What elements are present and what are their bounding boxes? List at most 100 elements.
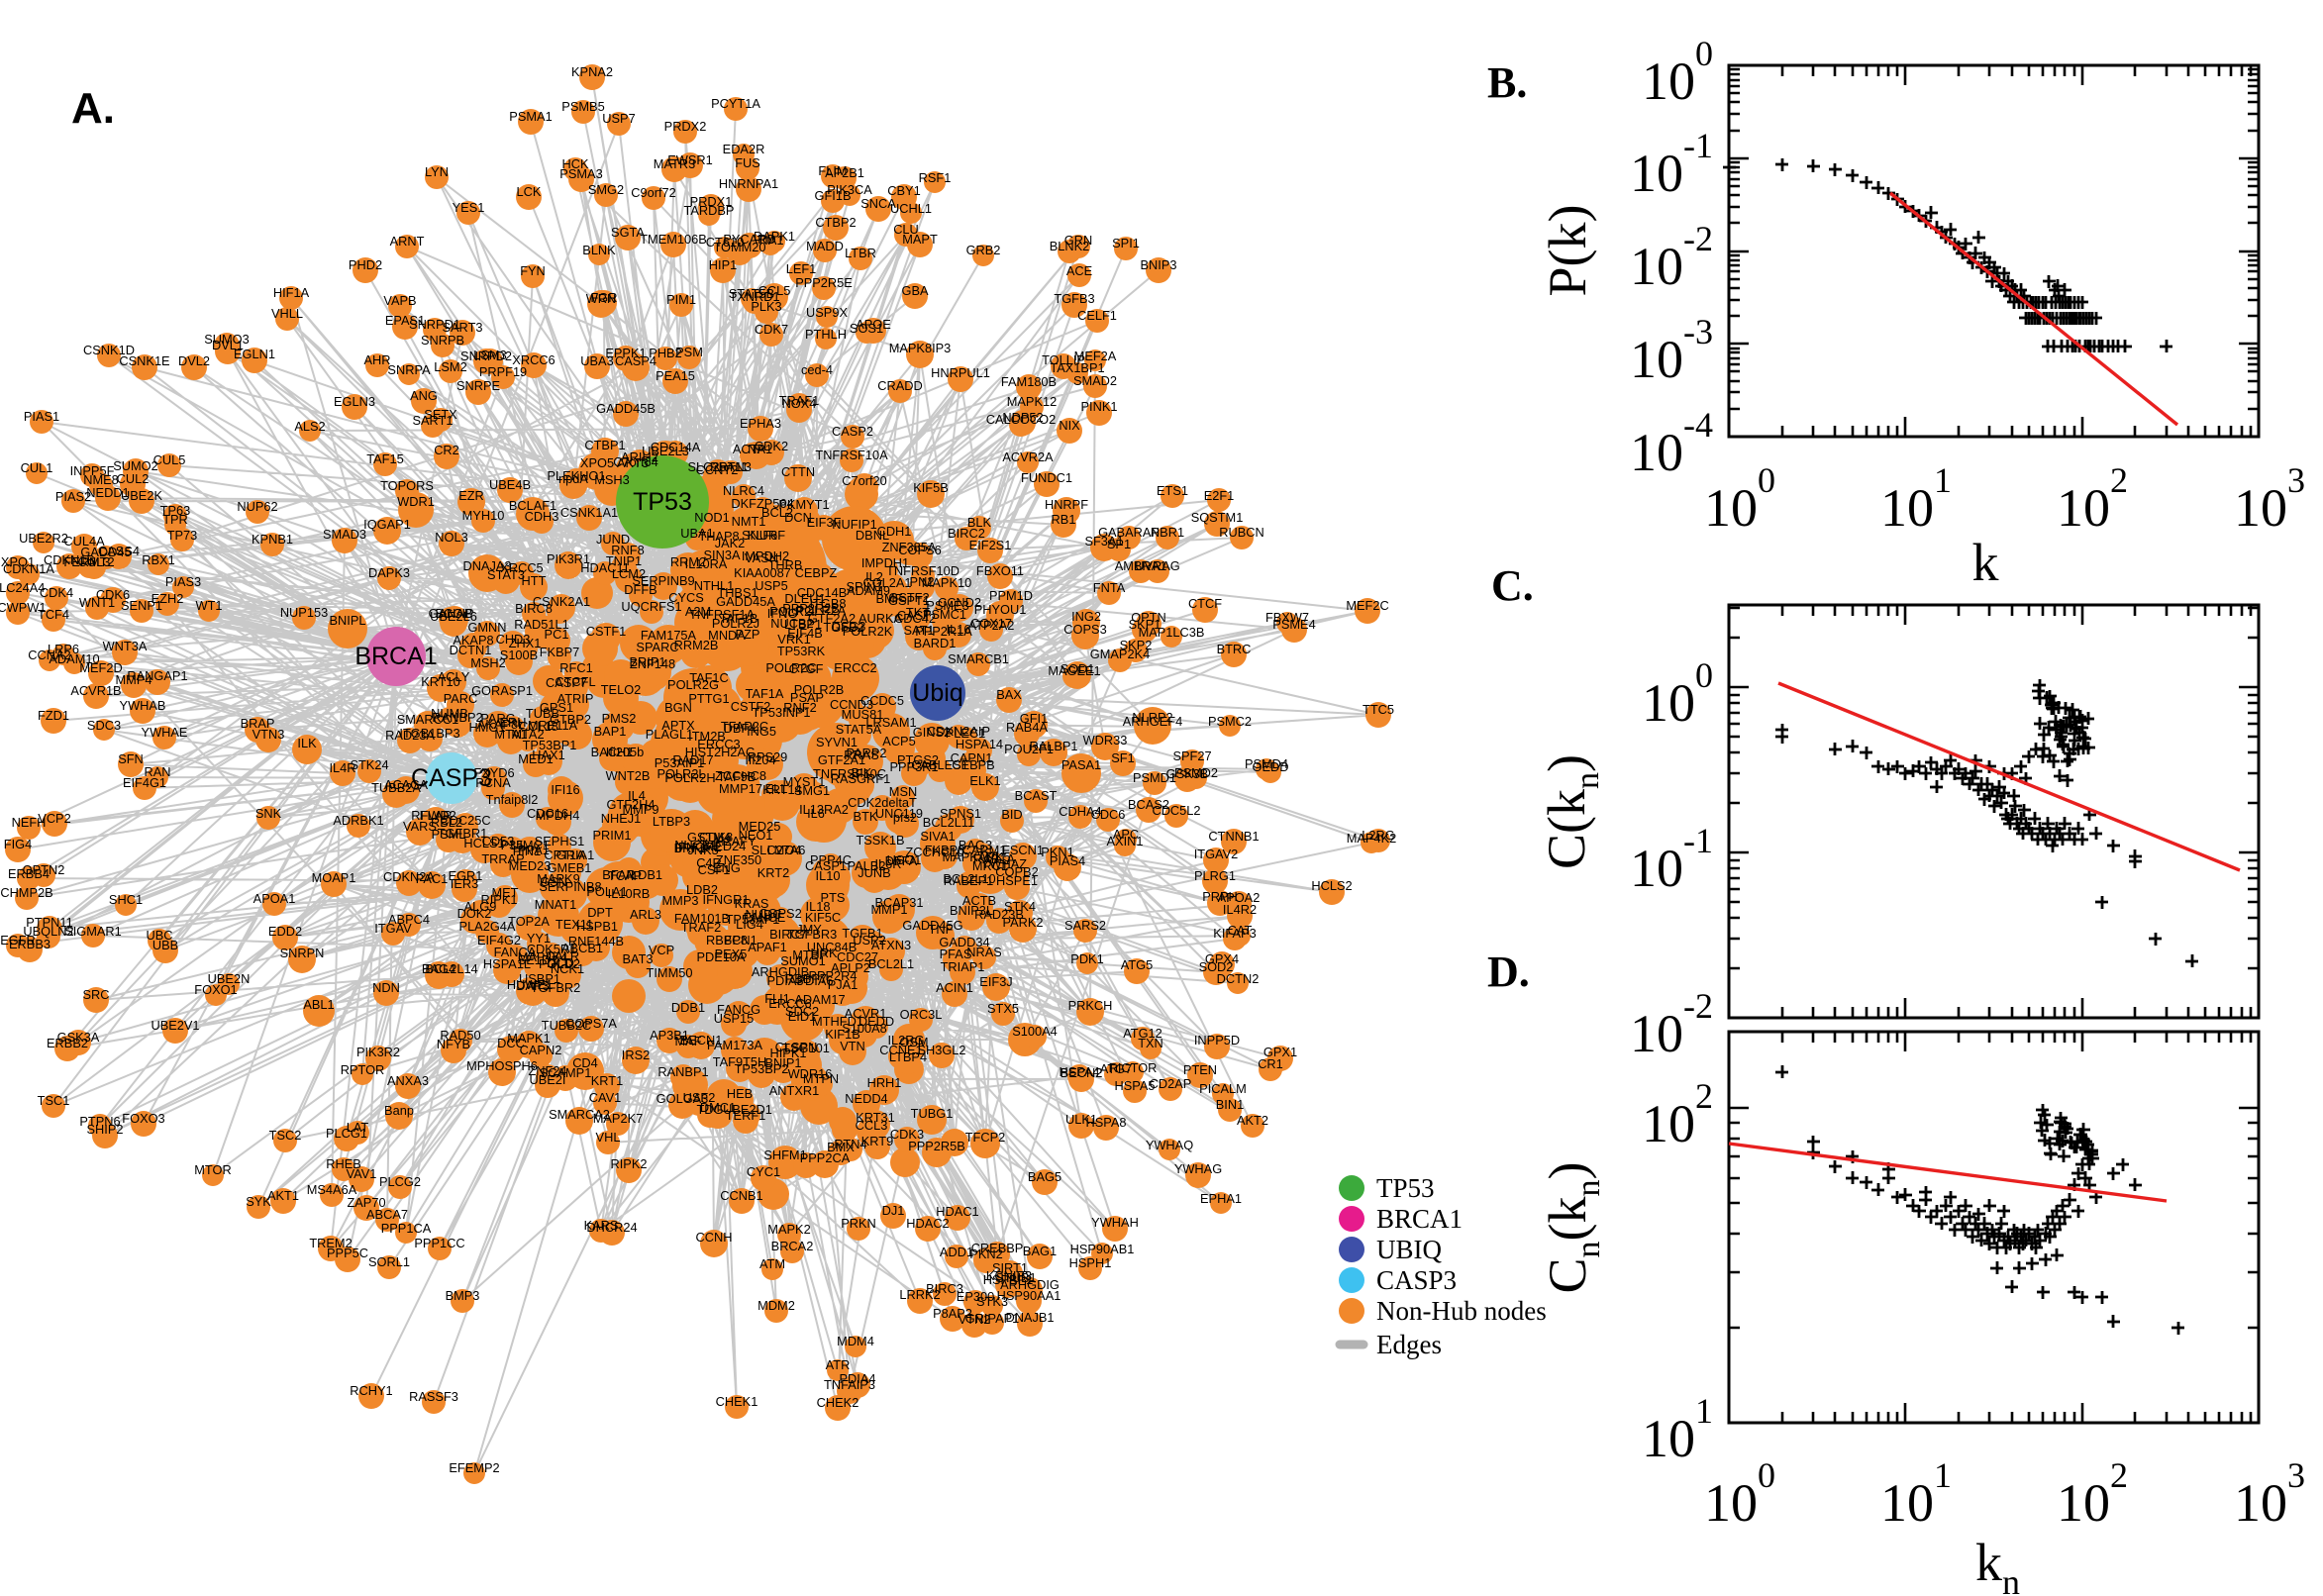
svg-text:BCL2L1: BCL2L1 bbox=[868, 956, 914, 971]
svg-text:GFI1: GFI1 bbox=[1020, 711, 1048, 726]
svg-text:TFAP2C: TFAP2C bbox=[721, 719, 768, 734]
svg-text:WDR33: WDR33 bbox=[1083, 733, 1128, 748]
svg-text:PZP: PZP bbox=[736, 627, 760, 642]
svg-text:YWHAE: YWHAE bbox=[142, 725, 188, 740]
svg-text:LCK: LCK bbox=[517, 184, 542, 199]
svg-text:TP53: TP53 bbox=[1376, 1173, 1435, 1203]
svg-text:HIF1A: HIF1A bbox=[273, 285, 310, 300]
svg-text:PSMA1: PSMA1 bbox=[509, 109, 552, 124]
svg-text:P8AP2: P8AP2 bbox=[933, 1306, 972, 1321]
svg-text:YWHAB: YWHAB bbox=[120, 698, 166, 713]
svg-text:PPM1D: PPM1D bbox=[989, 588, 1033, 603]
svg-text:NME8: NME8 bbox=[83, 472, 119, 487]
svg-text:CASP3: CASP3 bbox=[1376, 1265, 1457, 1295]
svg-text:CASP3: CASP3 bbox=[411, 764, 492, 792]
svg-text:MAF: MAF bbox=[674, 1034, 701, 1048]
svg-text:CUL2: CUL2 bbox=[117, 471, 150, 486]
svg-text:SNRPB: SNRPB bbox=[421, 333, 464, 348]
svg-text:PSMC2: PSMC2 bbox=[1208, 714, 1252, 729]
svg-text:CDC42: CDC42 bbox=[894, 611, 936, 626]
svg-text:HNRPUL1: HNRPUL1 bbox=[931, 365, 990, 380]
svg-text:LCM2: LCM2 bbox=[612, 566, 646, 581]
svg-text:TFCP2: TFCP2 bbox=[965, 1130, 1006, 1145]
svg-text:FIG4: FIG4 bbox=[4, 837, 32, 851]
svg-text:NEDD4: NEDD4 bbox=[845, 1091, 887, 1106]
svg-text:SIVA1: SIVA1 bbox=[920, 829, 955, 844]
svg-text:TOPORS: TOPORS bbox=[380, 478, 434, 493]
svg-text:ARL3: ARL3 bbox=[630, 907, 661, 922]
svg-text:SNURF: SNURF bbox=[742, 528, 785, 543]
svg-text:TNFRSF1A: TNFRSF1A bbox=[689, 607, 756, 622]
svg-text:DAPK3: DAPK3 bbox=[368, 565, 410, 580]
svg-text:TSG101: TSG101 bbox=[782, 1041, 830, 1055]
svg-text:CCND3: CCND3 bbox=[830, 697, 873, 712]
svg-text:EIF4G2: EIF4G2 bbox=[477, 933, 521, 948]
svg-text:POLR2A: POLR2A bbox=[796, 603, 847, 618]
svg-text:Tnfaip8l2: Tnfaip8l2 bbox=[486, 792, 539, 807]
svg-text:CSNK1E: CSNK1E bbox=[119, 353, 169, 368]
svg-text:PSMD4: PSMD4 bbox=[1245, 756, 1288, 771]
svg-text:TNFAIP3: TNFAIP3 bbox=[824, 1377, 875, 1392]
svg-text:UBE2L6: UBE2L6 bbox=[430, 609, 477, 624]
svg-text:Ifi205b: Ifi205b bbox=[606, 745, 644, 759]
svg-text:BCAST: BCAST bbox=[1015, 788, 1058, 803]
svg-text:CDK3: CDK3 bbox=[890, 1127, 924, 1142]
svg-text:NIX: NIX bbox=[1059, 418, 1080, 433]
svg-text:DNAJA3: DNAJA3 bbox=[462, 558, 511, 573]
svg-text:DSG3: DSG3 bbox=[832, 619, 866, 634]
svg-text:C.: C. bbox=[1491, 561, 1534, 610]
svg-text:HRH1: HRH1 bbox=[867, 1075, 902, 1090]
svg-text:GSK3B: GSK3B bbox=[1166, 766, 1209, 781]
svg-text:SNK: SNK bbox=[255, 806, 282, 821]
svg-text:HTT: HTT bbox=[522, 573, 547, 588]
svg-text:PRKCH: PRKCH bbox=[1068, 998, 1113, 1013]
svg-text:UBE2R2: UBE2R2 bbox=[19, 531, 68, 546]
svg-text:DVL2: DVL2 bbox=[178, 353, 210, 368]
svg-text:SKP2: SKP2 bbox=[1120, 638, 1153, 652]
svg-text:Ubiq: Ubiq bbox=[912, 679, 962, 707]
svg-text:HIP1: HIP1 bbox=[709, 257, 737, 272]
svg-text:TSSK1B: TSSK1B bbox=[856, 833, 904, 848]
svg-text:GADD34: GADD34 bbox=[939, 935, 989, 949]
svg-text:ACVR1B: ACVR1B bbox=[70, 683, 121, 698]
svg-text:TAF1C: TAF1C bbox=[689, 670, 729, 685]
svg-text:PTTG1: PTTG1 bbox=[688, 691, 729, 706]
svg-text:YY1: YY1 bbox=[527, 931, 551, 946]
svg-text:SHIP2: SHIP2 bbox=[87, 1122, 124, 1137]
svg-text:UBE4B: UBE4B bbox=[489, 477, 531, 492]
svg-text:AKT1: AKT1 bbox=[267, 1188, 299, 1203]
svg-text:RUBCN: RUBCN bbox=[1219, 525, 1264, 540]
svg-text:ERCC2: ERCC2 bbox=[834, 660, 876, 675]
svg-text:GBA: GBA bbox=[901, 283, 928, 298]
svg-text:WDR1: WDR1 bbox=[397, 494, 435, 509]
svg-text:POLR2H: POLR2H bbox=[664, 770, 715, 785]
svg-text:CYC1: CYC1 bbox=[747, 1164, 780, 1179]
svg-text:KRT2: KRT2 bbox=[758, 865, 789, 880]
svg-text:CDC6: CDC6 bbox=[1091, 807, 1126, 822]
svg-text:PKN1: PKN1 bbox=[1041, 845, 1073, 859]
svg-text:PIAS3: PIAS3 bbox=[165, 574, 201, 589]
svg-text:TGFB3: TGFB3 bbox=[1054, 291, 1094, 306]
svg-text:SF1: SF1 bbox=[1111, 750, 1134, 765]
svg-text:RB1: RB1 bbox=[1052, 512, 1076, 527]
svg-text:TTC5: TTC5 bbox=[1363, 702, 1394, 717]
svg-text:KARS: KARS bbox=[584, 1218, 619, 1233]
svg-text:WNT2B: WNT2B bbox=[606, 768, 651, 783]
svg-text:IRS2: IRS2 bbox=[622, 1047, 650, 1062]
svg-text:MS4A6A: MS4A6A bbox=[307, 1182, 357, 1197]
svg-text:PPP2R5E: PPP2R5E bbox=[795, 275, 853, 290]
svg-text:BECN2: BECN2 bbox=[1060, 1065, 1103, 1080]
svg-text:IL2: IL2 bbox=[865, 569, 883, 584]
svg-text:RABEP1: RABEP1 bbox=[944, 873, 994, 888]
svg-text:PRPF19: PRPF19 bbox=[479, 364, 527, 379]
svg-text:NUP153: NUP153 bbox=[280, 605, 328, 620]
svg-text:POLR2C: POLR2C bbox=[765, 660, 816, 675]
svg-text:ced-4: ced-4 bbox=[801, 362, 833, 377]
svg-text:NEO1: NEO1 bbox=[739, 828, 773, 843]
svg-text:MMP17: MMP17 bbox=[719, 781, 762, 796]
svg-text:ACTA1: ACTA1 bbox=[733, 442, 772, 456]
svg-text:BID: BID bbox=[1001, 807, 1022, 822]
svg-text:RIPK2: RIPK2 bbox=[611, 1156, 648, 1171]
svg-text:C7orf64: C7orf64 bbox=[613, 454, 658, 469]
svg-text:BTK: BTK bbox=[854, 809, 878, 824]
